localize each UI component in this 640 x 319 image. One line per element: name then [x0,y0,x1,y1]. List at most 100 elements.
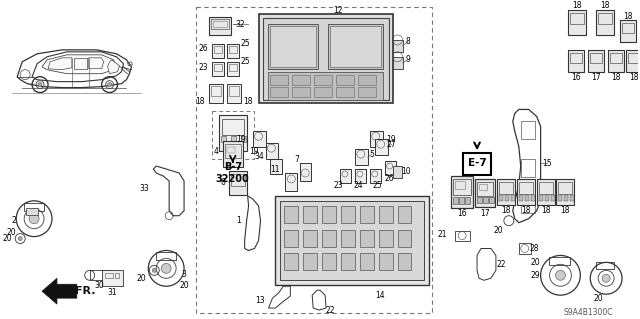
Bar [275,196,429,285]
Bar [620,20,636,42]
Bar [489,197,494,203]
Bar [499,182,513,194]
Text: 18: 18 [561,206,570,215]
Text: 28: 28 [530,244,540,253]
Bar [336,86,354,97]
Bar [519,195,523,201]
Bar [360,230,374,247]
Bar [227,147,235,153]
Bar [284,206,298,223]
Bar [548,257,570,265]
Bar [227,62,239,76]
Text: 21: 21 [438,230,447,239]
Bar [314,75,332,85]
Bar [610,53,622,63]
Bar [271,26,316,67]
Bar [225,144,241,158]
Text: 5: 5 [369,150,374,159]
Bar [221,136,226,142]
Bar [499,195,503,201]
Text: 3: 3 [182,270,186,279]
Text: 18: 18 [611,73,621,82]
Bar [214,46,222,53]
Bar [227,44,239,58]
Bar [370,131,383,147]
Bar [397,206,412,223]
Circle shape [108,83,111,86]
Text: 18: 18 [629,73,639,82]
Text: 17: 17 [480,209,490,218]
Bar [477,197,482,203]
Bar [213,21,227,27]
Text: 25: 25 [241,40,250,48]
Bar [292,75,310,85]
Bar [341,254,355,270]
Text: 20: 20 [593,294,603,303]
Bar [568,10,586,35]
Bar [392,166,401,178]
Bar [559,182,572,194]
Text: 8: 8 [405,37,410,47]
Bar [385,161,396,175]
Bar [271,159,282,174]
Bar [227,84,241,103]
Bar [358,86,376,97]
Text: 18: 18 [243,97,252,106]
Bar [622,23,634,33]
Text: 23: 23 [198,63,208,72]
Bar [212,44,224,58]
Bar [212,62,224,76]
Text: 16: 16 [572,73,581,82]
Polygon shape [74,58,87,69]
Bar [219,115,246,151]
Bar [531,195,534,201]
Bar [271,75,289,85]
Text: 18: 18 [521,206,531,215]
Bar [322,254,336,270]
Bar [511,195,515,201]
Bar [451,176,473,208]
Text: 4: 4 [214,147,219,156]
Bar [521,159,534,177]
Bar [303,254,317,270]
Circle shape [29,214,39,224]
Text: 9: 9 [405,55,410,64]
Text: B-7
32200: B-7 32200 [216,162,250,184]
Bar [228,85,239,96]
Bar [453,179,471,195]
Bar [570,53,582,63]
Bar [568,50,584,72]
Text: 20: 20 [493,226,503,235]
Bar [355,149,368,165]
Bar [360,254,374,270]
Bar [228,64,237,71]
Text: 6: 6 [221,178,226,188]
Bar [516,179,534,205]
Bar [104,273,113,278]
Bar [322,230,336,247]
Bar [102,270,124,286]
Bar [241,136,246,142]
Bar [455,181,465,189]
Text: 18: 18 [573,1,582,10]
Text: FR.: FR. [74,286,95,296]
Bar [284,254,298,270]
Bar [303,230,317,247]
Bar [628,53,640,63]
Bar [222,119,244,135]
Bar [539,182,552,194]
Text: 17: 17 [591,73,601,82]
Bar [608,50,624,72]
Bar [379,254,392,270]
Bar [536,179,554,205]
Bar [330,26,381,67]
Bar [228,171,246,195]
Text: 12: 12 [333,6,343,15]
Bar [196,7,433,313]
Bar [521,197,534,213]
Bar [475,179,495,207]
Bar [453,197,458,204]
Bar [269,72,383,100]
Bar [90,270,109,280]
Text: 27: 27 [387,140,396,149]
